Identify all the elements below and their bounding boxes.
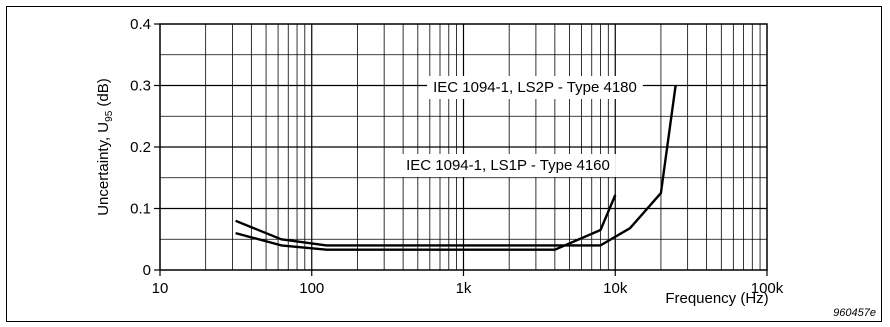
x-tick-label: 100k [751,280,784,297]
grid [160,24,767,270]
y-tick-labels: 0 0.1 0.2 0.3 0.4 [130,16,160,279]
annotations: IEC 1094-1, LS1P - Type 4160 IEC 1094-1, … [400,76,643,177]
series-label-2: IEC 1094-1, LS2P - Type 4180 [427,76,643,99]
x-tick-label: 1k [456,280,472,297]
y-tick-label: 0 [143,262,151,279]
chart-frame [6,6,882,322]
y-tick-label: 0.2 [130,139,151,156]
series-label-text: IEC 1094-1, LS1P - Type 4160 [406,157,610,174]
series-line-1 [235,194,617,251]
series-label-background [400,154,616,177]
x-tick-label: 10 [152,280,169,297]
series-label-1: IEC 1094-1, LS1P - Type 4160 [400,154,616,177]
y-axis-label-unit: (dB) [95,78,112,111]
figure-id: 960457e [833,307,876,319]
y-tick-label: 0.3 [130,78,151,95]
series-label-text: IEC 1094-1, LS2P - Type 4180 [433,79,637,96]
x-axis-label: Frequency (Hz) [665,290,768,307]
series-label-background [427,76,643,99]
x-tick-labels: 10 100 1k 10k 100k [152,270,784,297]
x-tick-label: 100 [299,280,324,297]
series-line-2 [235,85,677,247]
y-axis-label: Uncertainty, U95 (dB) [95,78,115,216]
x-tick-label: 10k [603,280,628,297]
series-lines [235,85,677,251]
y-axis-label-main: Uncertainty, U [95,122,112,216]
y-tick-label: 0.4 [130,16,151,33]
y-tick-label: 0.1 [130,201,151,218]
y-axis-label-subscript: 95 [104,110,115,122]
